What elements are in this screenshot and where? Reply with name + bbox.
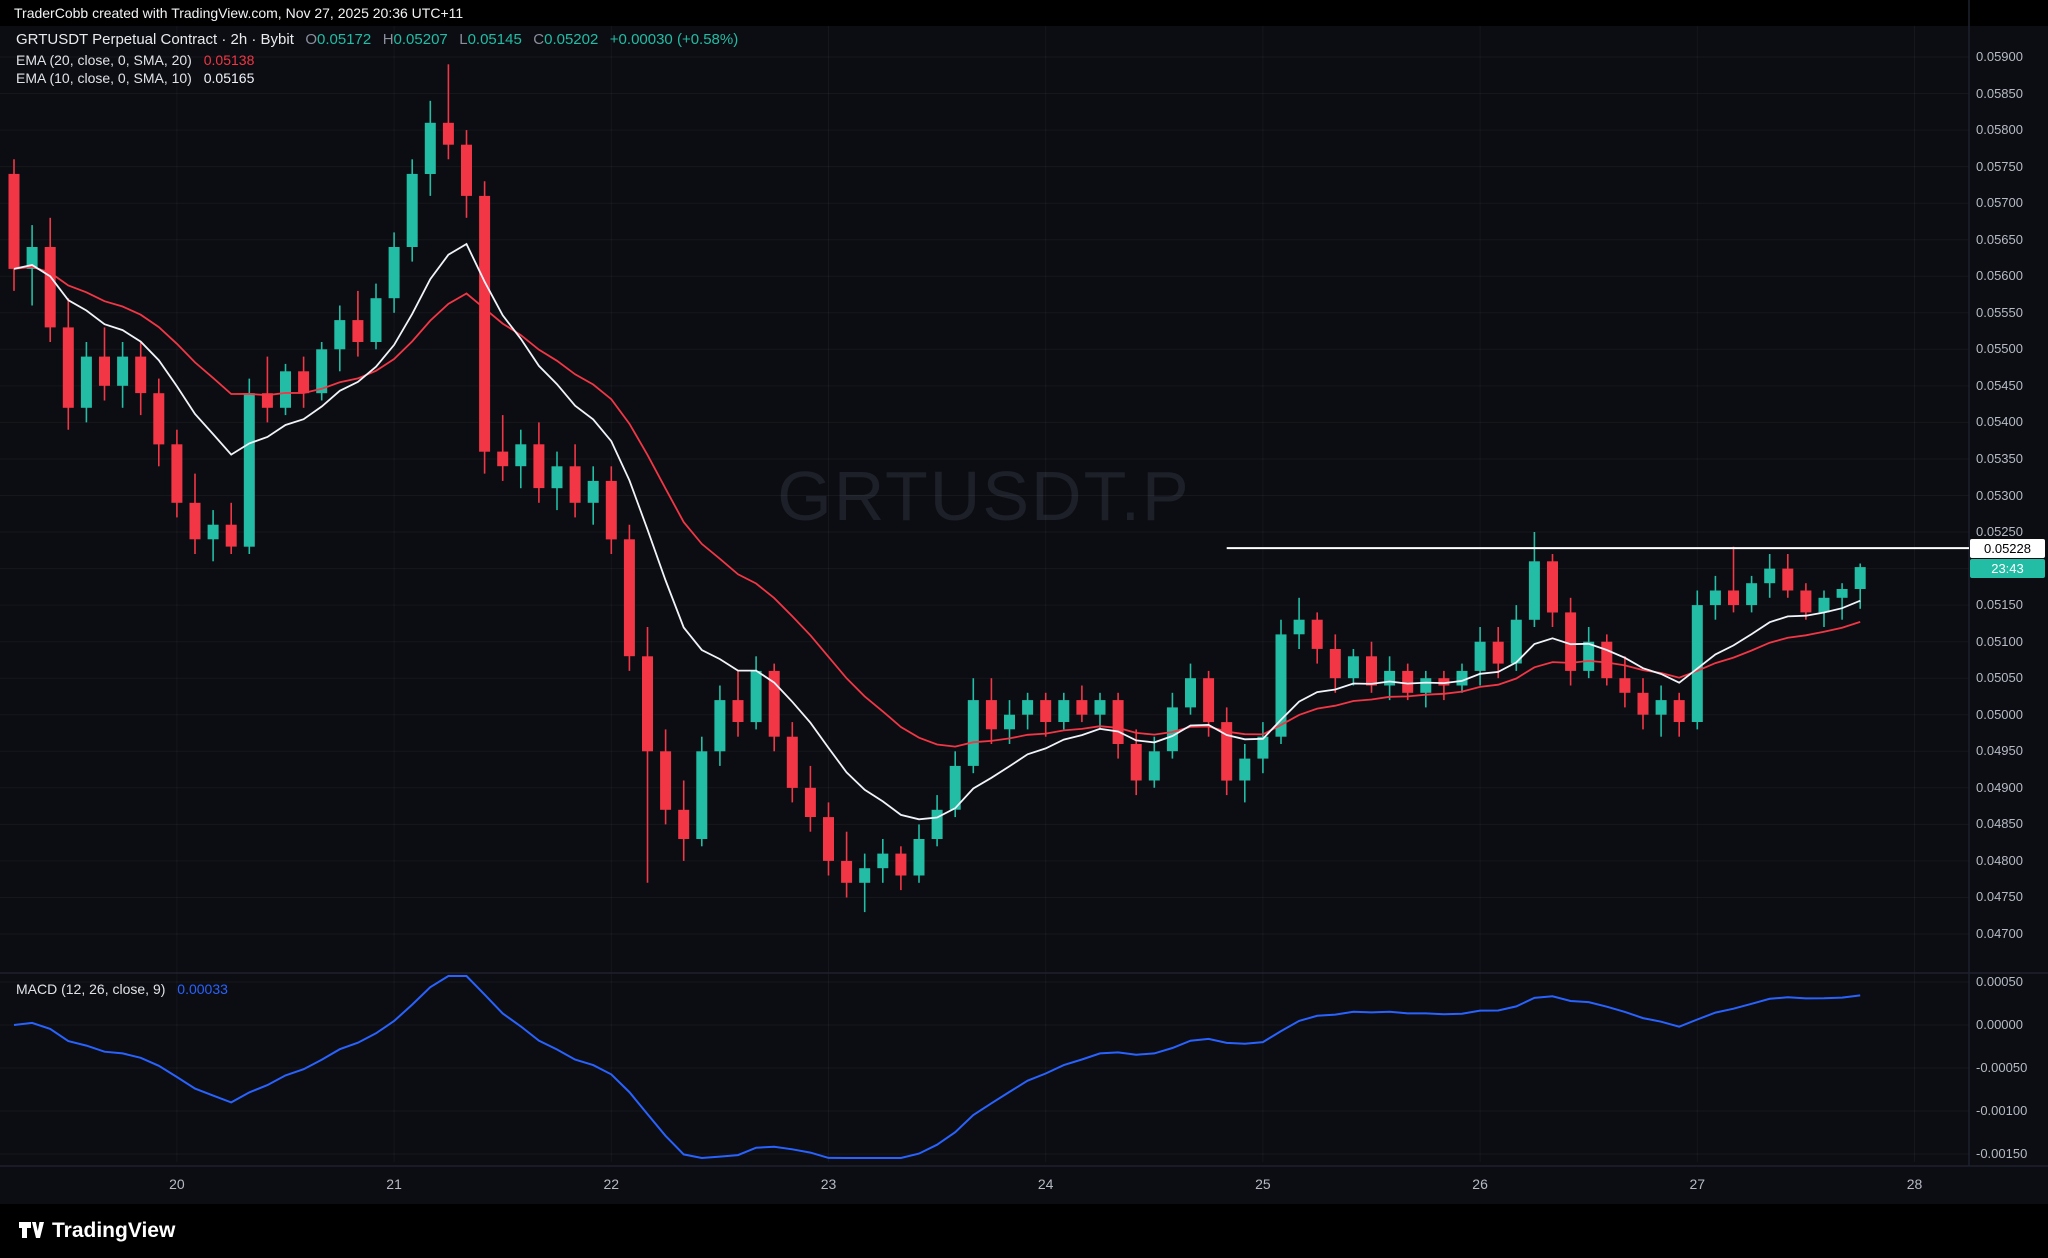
price-axis-label: 0.05600 [1976, 268, 2023, 284]
tradingview-brand[interactable]: TradingView [52, 1219, 176, 1242]
time-axis-label: 28 [1906, 1176, 1923, 1192]
price-axis-label: 0.04750 [1976, 889, 2023, 905]
macd-axis-label: -0.00100 [1976, 1103, 2028, 1118]
price-axis-label: 0.04950 [1976, 743, 2023, 759]
low-label: L [459, 31, 468, 48]
macd-label: MACD (12, 26, close, 9) [16, 981, 166, 997]
price-axis[interactable]: 0.05900 0.05850 0.05800 0.05750 0.05700 0.056… [1969, 0, 2048, 1166]
ema10-value: 0.05165 [203, 70, 255, 86]
price-axis-label: 0.05650 [1976, 231, 2023, 247]
time-axis-label: 22 [603, 1176, 620, 1192]
ema20-value: 0.05138 [203, 52, 255, 68]
ray-price-text: 0.05228 [1984, 540, 2031, 556]
open-value: 0.05172 [317, 31, 372, 48]
price-axis-label: 0.05350 [1976, 450, 2023, 466]
attribution-text: TraderCobb created with TradingView.com,… [14, 5, 464, 21]
chart-legend: GRTUSDT Perpetual Contract · 2h · Bybit … [16, 31, 738, 88]
high-label: H [382, 31, 394, 48]
price-axis-label: 0.05400 [1976, 414, 2023, 430]
macd-axis-label: -0.00150 [1976, 1146, 2028, 1161]
macd-value: 0.00033 [177, 981, 228, 997]
price-axis-label: 0.05050 [1976, 670, 2023, 686]
price-axis-label: 0.05750 [1976, 158, 2023, 174]
open-label: O [305, 31, 318, 48]
close-label: C [533, 31, 545, 48]
high-value: 0.05207 [393, 31, 448, 48]
time-axis-label: 20 [169, 1176, 185, 1192]
symbol-watermark: GRTUSDT.P [777, 457, 1191, 535]
ema10-label: EMA (10, close, 0, SMA, 10) [16, 70, 192, 86]
price-axis-label: 0.05850 [1976, 85, 2023, 101]
macd-axis-label: -0.00050 [1976, 1060, 2028, 1075]
price-axis-label: 0.05800 [1976, 122, 2023, 138]
symbol-title: GRTUSDT Perpetual Contract · 2h · Bybit [16, 31, 294, 48]
change-value: +0.00030 (+0.58%) [609, 31, 739, 48]
macd-axis-label: 0.00000 [1976, 1017, 2023, 1032]
time-axis[interactable]: 20 21 22 23 24 25 26 27 28 [0, 1168, 1969, 1202]
price-axis-label: 0.05700 [1976, 195, 2023, 211]
macd-legend-row[interactable]: MACD (12, 26, close, 9) 0.00033 [16, 981, 228, 997]
footer-bar: TradingView [0, 1204, 2048, 1258]
time-axis-label: 27 [1689, 1176, 1706, 1192]
price-axis-label: 0.04800 [1976, 852, 2023, 868]
price-axis-label: 0.05100 [1976, 633, 2023, 649]
symbol-legend-row[interactable]: GRTUSDT Perpetual Contract · 2h · Bybit … [16, 31, 738, 49]
time-axis-label: 26 [1472, 1176, 1488, 1192]
price-axis-label: 0.05250 [1976, 524, 2023, 540]
bar-countdown-label: 23:43 [1970, 558, 2045, 578]
time-axis-label: 23 [820, 1176, 837, 1192]
tradingview-logo-icon[interactable] [16, 1216, 44, 1249]
price-axis-label: 0.04900 [1976, 779, 2023, 795]
ema10-legend-row[interactable]: EMA (10, close, 0, SMA, 10) 0.05165 [16, 70, 738, 86]
macd-axis-label: 0.00050 [1976, 974, 2023, 989]
price-axis-label: 0.05450 [1976, 377, 2023, 393]
time-axis-label: 24 [1037, 1176, 1054, 1192]
ema20-label: EMA (20, close, 0, SMA, 20) [16, 52, 192, 68]
price-axis-label: 0.05900 [1976, 49, 2023, 64]
price-axis-label: 0.05500 [1976, 341, 2023, 357]
ema20-legend-row[interactable]: EMA (20, close, 0, SMA, 20) 0.05138 [16, 52, 738, 68]
ray-price-label[interactable]: 0.05228 [1970, 538, 2045, 558]
price-axis-label: 0.04700 [1976, 926, 2023, 941]
price-axis-label: 0.04850 [1976, 816, 2023, 832]
price-axis-label: 0.05000 [1976, 706, 2023, 722]
time-axis-label: 25 [1255, 1176, 1271, 1192]
price-axis-label: 0.05150 [1976, 597, 2023, 613]
time-axis-label: 21 [386, 1176, 402, 1192]
low-value: 0.05145 [467, 31, 522, 48]
title-bar: TraderCobb created with TradingView.com,… [0, 0, 2048, 26]
countdown-text: 23:43 [1991, 560, 2024, 576]
close-value: 0.05202 [544, 31, 599, 48]
price-axis-label: 0.05550 [1976, 304, 2023, 320]
price-axis-label: 0.05300 [1976, 487, 2023, 503]
